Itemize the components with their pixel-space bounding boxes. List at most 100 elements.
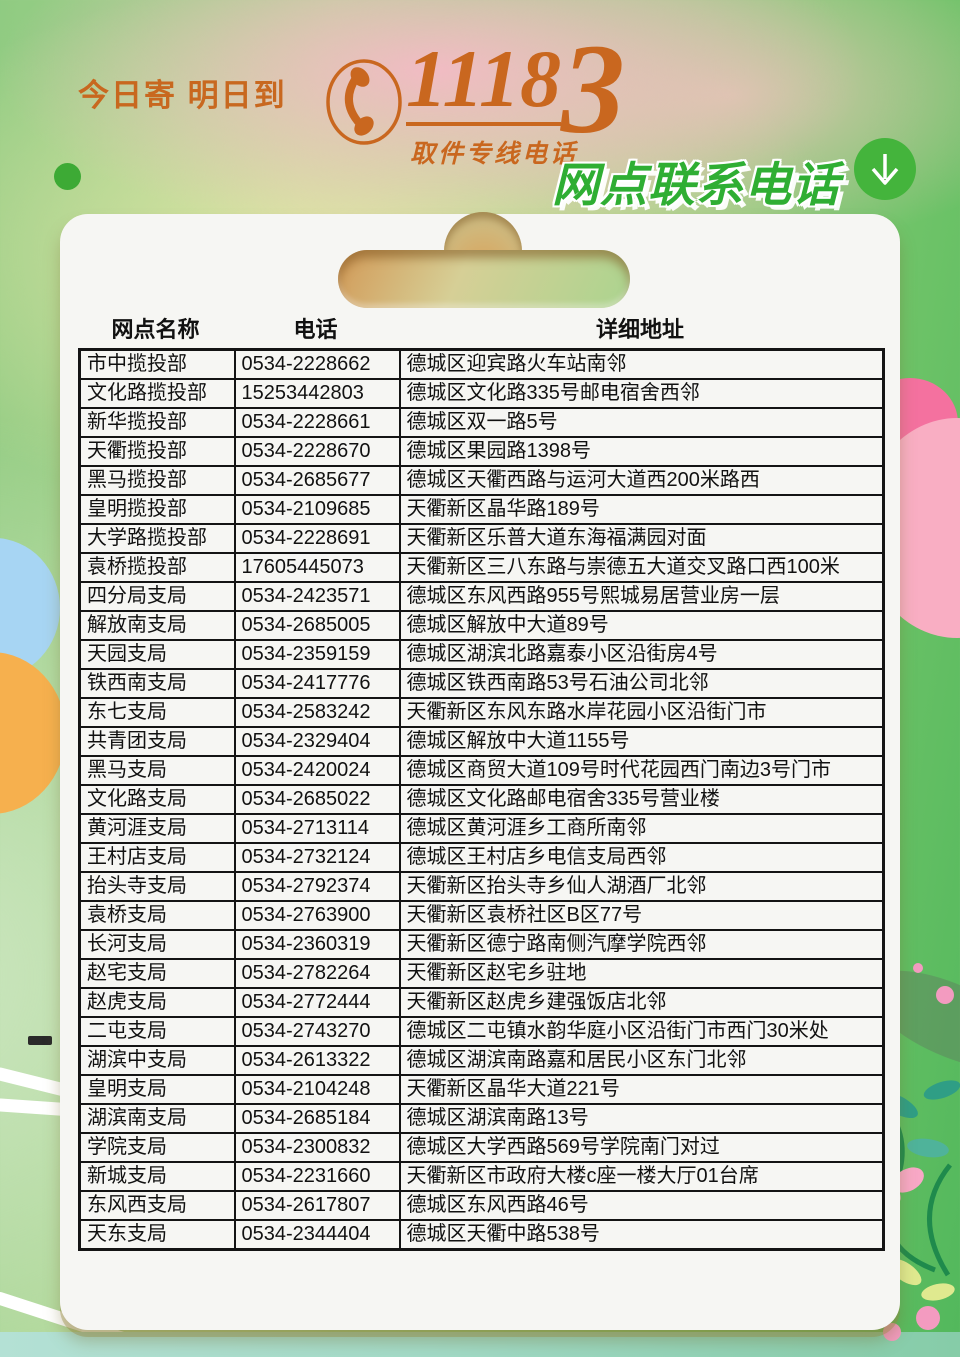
branch-name-cell: 黄河涯支局: [78, 813, 236, 844]
table-row: 赵宅支局 0534-2782264 天衢新区赵宅乡驻地: [78, 958, 885, 989]
branch-name-cell: 天园支局: [78, 639, 236, 670]
phone-cell: 0534-2732124: [233, 842, 401, 873]
contact-table: 市中揽投部 0534-2228662 德城区迎宾路火车站南邻 文化路揽投部 152534…: [78, 348, 885, 1251]
table-row: 黑马揽投部 0534-2685677 德城区天衢西路与运河大道西200米路西: [78, 465, 885, 496]
hotline-number-suffix: 3: [560, 18, 625, 160]
table-row: 文化路揽投部 15253442803 德城区文化路335号邮电宿舍西邻: [78, 378, 885, 409]
branch-name-cell: 市中揽投部: [78, 348, 236, 380]
branch-name-cell: 二屯支局: [78, 1016, 236, 1047]
branch-name-cell: 长河支局: [78, 929, 236, 960]
orange-blob-decoration: [0, 652, 66, 814]
table-row: 新华揽投部 0534-2228661 德城区双一路5号: [78, 407, 885, 438]
address-cell: 天衢新区袁桥社区B区77号: [398, 900, 885, 931]
phone-cell: 0534-2685022: [233, 784, 401, 815]
phone-cell: 0534-2617807: [233, 1190, 401, 1221]
table-row: 王村店支局 0534-2732124 德城区王村店乡电信支局西邻: [78, 842, 885, 873]
down-arrow-icon: [871, 154, 899, 185]
branch-name-cell: 东风西支局: [78, 1190, 236, 1221]
phone-cell: 0534-2228661: [233, 407, 401, 438]
phone-cell: 0534-2359159: [233, 639, 401, 670]
table-row: 二屯支局 0534-2743270 德城区二屯镇水韵华庭小区沿街门市西门30米处: [78, 1016, 885, 1047]
table-row: 赵虎支局 0534-2772444 天衢新区赵虎乡建强饭店北邻: [78, 987, 885, 1018]
address-cell: 德城区湖滨南路嘉和居民小区东门北邻: [398, 1045, 885, 1076]
phone-cell: 0534-2792374: [233, 871, 401, 902]
table-row: 黑马支局 0534-2420024 德城区商贸大道109号时代花园西门南边3号门市: [78, 755, 885, 786]
address-cell: 德城区天衢中路538号: [398, 1219, 885, 1251]
branch-name-cell: 解放南支局: [78, 610, 236, 641]
address-cell: 德城区果园路1398号: [398, 436, 885, 467]
address-cell: 德城区解放中大道89号: [398, 610, 885, 641]
phone-cell: 0534-2300832: [233, 1132, 401, 1163]
branch-name-cell: 新城支局: [78, 1161, 236, 1192]
hotline-label: 取件专线电话: [410, 140, 579, 168]
hotline-logo: 11183 取件专线电话: [322, 25, 662, 168]
phone-cell: 17605445073: [233, 552, 401, 583]
address-cell: 天衢新区乐普大道东海福满园对面: [398, 523, 885, 554]
address-cell: 德城区东风西路46号: [398, 1190, 885, 1221]
branch-name-cell: 学院支局: [78, 1132, 236, 1163]
phone-cell: 0534-2423571: [233, 581, 401, 612]
phone-cell: 0534-2583242: [233, 697, 401, 728]
branch-name-cell: 四分局支局: [78, 581, 236, 612]
address-cell: 天衢新区德宁路南侧汽摩学院西邻: [398, 929, 885, 960]
phone-icon: [326, 59, 402, 145]
table-row: 天东支局 0534-2344404 德城区天衢中路538号: [78, 1219, 885, 1251]
branch-name-cell: 赵宅支局: [78, 958, 236, 989]
phone-cell: 0534-2713114: [233, 813, 401, 844]
column-header-branch: 网点名称: [111, 317, 200, 342]
address-cell: 德城区王村店乡电信支局西邻: [398, 842, 885, 873]
hanger-slot-cutout: [338, 212, 630, 308]
branch-name-cell: 东七支局: [78, 697, 236, 728]
table-row: 抬头寺支局 0534-2792374 天衢新区抬头寺乡仙人湖酒厂北邻: [78, 871, 885, 902]
address-cell: 德城区迎宾路火车站南邻: [398, 348, 885, 380]
address-cell: 德城区商贸大道109号时代花园西门南边3号门市: [398, 755, 885, 786]
branch-name-cell: 黑马揽投部: [78, 465, 236, 496]
down-arrow-badge: [854, 138, 916, 200]
address-cell: 德城区二屯镇水韵华庭小区沿街门市西门30米处: [398, 1016, 885, 1047]
column-header-address: 详细地址: [595, 317, 684, 342]
branch-name-cell: 铁西南支局: [78, 668, 236, 699]
branch-name-cell: 新华揽投部: [78, 407, 236, 438]
branch-name-cell: 天东支局: [78, 1219, 236, 1251]
address-cell: 天衢新区市政府大楼c座一楼大厅01台席: [398, 1161, 885, 1192]
phone-cell: 0534-2228691: [233, 523, 401, 554]
table-column-headers: 网点名称 电话 详细地址: [78, 312, 882, 344]
branch-name-cell: 王村店支局: [78, 842, 236, 873]
table-row: 东七支局 0534-2583242 天衢新区东风东路水岸花园小区沿街门市: [78, 697, 885, 728]
phone-cell: 0534-2104248: [233, 1074, 401, 1105]
address-cell: 德城区湖滨北路嘉泰小区沿街房4号: [398, 639, 885, 670]
address-cell: 天衢新区抬头寺乡仙人湖酒厂北邻: [398, 871, 885, 902]
phone-cell: 0534-2743270: [233, 1016, 401, 1047]
table-row: 共青团支局 0534-2329404 德城区解放中大道1155号: [78, 726, 885, 757]
slogan-text: 今日寄 明日到: [78, 78, 287, 113]
phone-cell: 0534-2772444: [233, 987, 401, 1018]
table-row: 皇明支局 0534-2104248 天衢新区晶华大道221号: [78, 1074, 885, 1105]
page-title: 网点联系电话: [552, 158, 840, 211]
address-cell: 德城区铁西南路53号石油公司北邻: [398, 668, 885, 699]
phone-cell: 0534-2228662: [233, 348, 401, 380]
phone-cell: 15253442803: [233, 378, 401, 409]
phone-cell: 0534-2360319: [233, 929, 401, 960]
table-row: 天园支局 0534-2359159 德城区湖滨北路嘉泰小区沿街房4号: [78, 639, 885, 670]
table-row: 皇明揽投部 0534-2109685 天衢新区晶华路189号: [78, 494, 885, 525]
address-cell: 德城区解放中大道1155号: [398, 726, 885, 757]
hotline-number-prefix: 1118: [406, 33, 561, 126]
address-cell: 德城区东风西路955号熙城易居营业房一层: [398, 581, 885, 612]
contact-card: 网点名称 电话 详细地址 市中揽投部 0534-2228662 德城区迎宾路火车站南…: [60, 212, 900, 1330]
address-cell: 德城区湖滨南路13号: [398, 1103, 885, 1134]
table-row: 天衢揽投部 0534-2228670 德城区果园路1398号: [78, 436, 885, 467]
table-row: 袁桥揽投部 17605445073 天衢新区三八东路与崇德五大道交叉路口西100米: [78, 552, 885, 583]
phone-cell: 0534-2782264: [233, 958, 401, 989]
phone-cell: 0534-2420024: [233, 755, 401, 786]
branch-name-cell: 大学路揽投部: [78, 523, 236, 554]
address-cell: 天衢新区三八东路与崇德五大道交叉路口西100米: [398, 552, 885, 583]
branch-name-cell: 赵虎支局: [78, 987, 236, 1018]
address-cell: 天衢新区晶华路189号: [398, 494, 885, 525]
table-row: 文化路支局 0534-2685022 德城区文化路邮电宿舍335号营业楼: [78, 784, 885, 815]
phone-cell: 0534-2109685: [233, 494, 401, 525]
table-row: 四分局支局 0534-2423571 德城区东风西路955号熙城易居营业房一层: [78, 581, 885, 612]
table-row: 东风西支局 0534-2617807 德城区东风西路46号: [78, 1190, 885, 1221]
branch-name-cell: 抬头寺支局: [78, 871, 236, 902]
table-row: 学院支局 0534-2300832 德城区大学西路569号学院南门对过: [78, 1132, 885, 1163]
